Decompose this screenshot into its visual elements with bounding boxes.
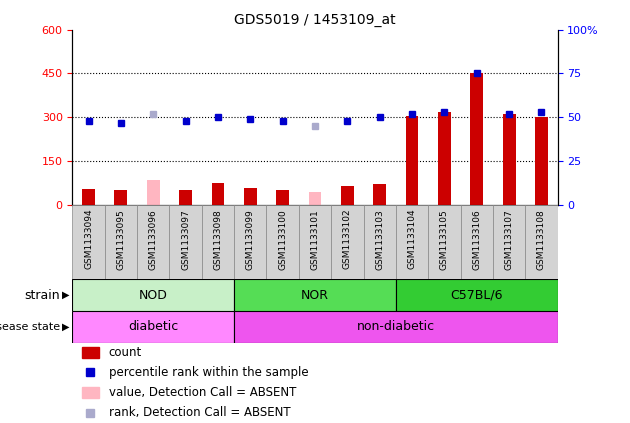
- Bar: [341, 186, 354, 205]
- FancyBboxPatch shape: [234, 311, 558, 343]
- Bar: [82, 387, 99, 398]
- Text: GSM1133104: GSM1133104: [408, 209, 416, 269]
- Bar: [535, 118, 548, 205]
- FancyBboxPatch shape: [396, 279, 558, 311]
- FancyBboxPatch shape: [234, 205, 266, 279]
- Bar: [244, 188, 257, 205]
- FancyBboxPatch shape: [72, 311, 234, 343]
- Text: NOD: NOD: [139, 288, 168, 302]
- Text: GSM1133108: GSM1133108: [537, 209, 546, 269]
- FancyBboxPatch shape: [299, 205, 331, 279]
- FancyBboxPatch shape: [525, 205, 558, 279]
- Text: diabetic: diabetic: [128, 320, 178, 333]
- FancyBboxPatch shape: [428, 205, 461, 279]
- Text: value, Detection Call = ABSENT: value, Detection Call = ABSENT: [109, 386, 296, 399]
- Bar: [82, 347, 99, 358]
- FancyBboxPatch shape: [234, 279, 396, 311]
- Text: GSM1133106: GSM1133106: [472, 209, 481, 269]
- FancyBboxPatch shape: [105, 205, 137, 279]
- Text: GSM1133099: GSM1133099: [246, 209, 255, 269]
- Bar: [276, 190, 289, 205]
- Text: ▶: ▶: [62, 290, 69, 300]
- FancyBboxPatch shape: [461, 205, 493, 279]
- Text: GSM1133097: GSM1133097: [181, 209, 190, 269]
- Text: count: count: [109, 346, 142, 359]
- Bar: [503, 115, 515, 205]
- Bar: [179, 190, 192, 205]
- FancyBboxPatch shape: [137, 205, 169, 279]
- Text: GSM1133094: GSM1133094: [84, 209, 93, 269]
- FancyBboxPatch shape: [364, 205, 396, 279]
- Bar: [373, 184, 386, 205]
- FancyBboxPatch shape: [169, 205, 202, 279]
- Text: disease state: disease state: [0, 322, 60, 332]
- Text: GSM1133100: GSM1133100: [278, 209, 287, 269]
- Text: GSM1133101: GSM1133101: [311, 209, 319, 269]
- Title: GDS5019 / 1453109_at: GDS5019 / 1453109_at: [234, 13, 396, 27]
- Text: percentile rank within the sample: percentile rank within the sample: [109, 366, 309, 379]
- Text: ▶: ▶: [62, 322, 69, 332]
- Bar: [212, 183, 224, 205]
- FancyBboxPatch shape: [72, 279, 234, 311]
- Bar: [147, 180, 160, 205]
- Text: GSM1133096: GSM1133096: [149, 209, 158, 269]
- Text: rank, Detection Call = ABSENT: rank, Detection Call = ABSENT: [109, 406, 290, 419]
- Text: GSM1133102: GSM1133102: [343, 209, 352, 269]
- Text: strain: strain: [24, 288, 60, 302]
- FancyBboxPatch shape: [493, 205, 525, 279]
- Text: NOR: NOR: [301, 288, 329, 302]
- Text: non-diabetic: non-diabetic: [357, 320, 435, 333]
- FancyBboxPatch shape: [331, 205, 364, 279]
- Bar: [309, 192, 321, 205]
- Text: C57BL/6: C57BL/6: [450, 288, 503, 302]
- Text: GSM1133103: GSM1133103: [375, 209, 384, 269]
- FancyBboxPatch shape: [72, 205, 105, 279]
- Text: GSM1133107: GSM1133107: [505, 209, 513, 269]
- Text: GSM1133095: GSM1133095: [117, 209, 125, 269]
- Text: GSM1133105: GSM1133105: [440, 209, 449, 269]
- Text: GSM1133098: GSM1133098: [214, 209, 222, 269]
- FancyBboxPatch shape: [396, 205, 428, 279]
- Bar: [82, 189, 95, 205]
- Bar: [470, 74, 483, 205]
- FancyBboxPatch shape: [266, 205, 299, 279]
- Bar: [438, 112, 451, 205]
- Bar: [115, 190, 127, 205]
- FancyBboxPatch shape: [202, 205, 234, 279]
- Bar: [406, 116, 418, 205]
